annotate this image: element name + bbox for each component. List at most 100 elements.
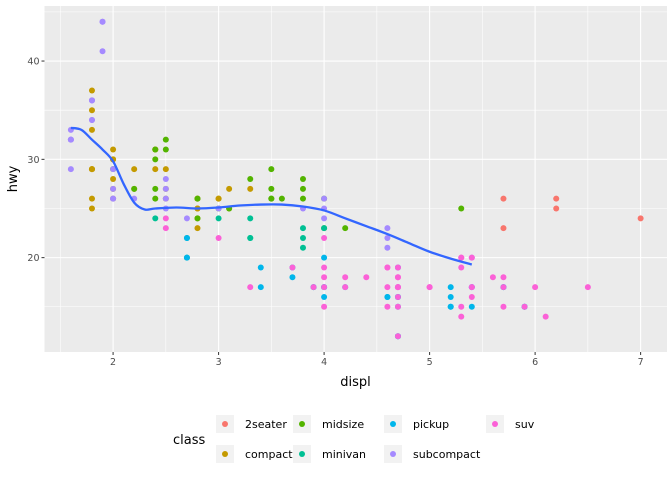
legend-swatch-midsize xyxy=(299,421,305,427)
data-point-subcompact xyxy=(88,97,95,104)
data-point-suv xyxy=(384,264,391,271)
legend-swatch-subcompact xyxy=(390,451,396,457)
data-point-suv xyxy=(394,284,401,291)
data-point-subcompact xyxy=(110,166,117,173)
legend-swatch-compact xyxy=(222,451,228,457)
data-point-2seater xyxy=(553,195,560,202)
data-point-suv xyxy=(162,225,169,232)
data-point-suv xyxy=(394,293,401,300)
data-point-suv xyxy=(384,284,391,291)
data-point-compact xyxy=(88,205,95,212)
data-point-pickup xyxy=(183,254,190,261)
data-point-midsize xyxy=(152,185,159,192)
data-point-suv xyxy=(532,284,539,291)
data-point-suv xyxy=(321,303,328,310)
data-point-subcompact xyxy=(88,117,95,124)
x-axis-ticks: 2 3 4 5 6 7 xyxy=(110,352,644,368)
data-point-suv xyxy=(426,284,433,291)
data-point-subcompact xyxy=(183,215,190,222)
data-point-suv xyxy=(468,293,475,300)
data-point-minivan xyxy=(299,234,306,241)
minor-gridlines xyxy=(44,6,667,352)
data-point-subcompact xyxy=(67,166,74,173)
legend-label-minivan: minivan xyxy=(322,448,366,461)
data-point-compact xyxy=(194,225,201,232)
data-point-compact xyxy=(88,126,95,133)
data-point-subcompact xyxy=(162,185,169,192)
data-point-minivan xyxy=(247,215,254,222)
y-axis-ticks: 20 30 40 xyxy=(27,57,45,264)
x-tick-label: 4 xyxy=(321,357,327,368)
data-point-pickup xyxy=(321,254,328,261)
data-point-midsize xyxy=(278,195,285,202)
y-axis-title: hwy xyxy=(6,165,21,192)
legend-label-midsize: midsize xyxy=(322,418,364,431)
data-point-compact xyxy=(152,166,159,173)
data-point-pickup xyxy=(468,303,475,310)
legend-swatch-pickup xyxy=(390,421,396,427)
data-point-2seater xyxy=(637,215,644,222)
data-point-suv xyxy=(321,234,328,241)
legend-label-compact: compact xyxy=(245,448,293,461)
data-point-suv xyxy=(500,303,507,310)
data-point-compact xyxy=(88,107,95,114)
data-point-suv xyxy=(363,274,370,281)
data-point-compact xyxy=(162,166,169,173)
data-point-minivan xyxy=(299,244,306,251)
data-point-subcompact xyxy=(321,195,328,202)
data-point-suv xyxy=(468,284,475,291)
legend-swatch-suv xyxy=(492,421,498,427)
data-point-pickup xyxy=(257,264,264,271)
data-point-suv xyxy=(215,234,222,241)
data-point-pickup xyxy=(447,293,454,300)
data-point-suv xyxy=(310,284,317,291)
data-point-subcompact xyxy=(384,244,391,251)
data-point-compact xyxy=(88,195,95,202)
x-axis-title: displ xyxy=(340,375,371,390)
data-point-suv xyxy=(458,313,465,320)
data-point-suv xyxy=(500,274,507,281)
data-point-compact xyxy=(131,166,138,173)
data-point-suv xyxy=(542,313,549,320)
data-point-suv xyxy=(521,303,528,310)
x-tick-label: 3 xyxy=(216,357,222,368)
x-tick-label: 2 xyxy=(110,357,116,368)
plot-panel xyxy=(44,6,667,352)
data-point-pickup xyxy=(183,234,190,241)
data-point-midsize xyxy=(268,195,275,202)
data-point-suv xyxy=(468,254,475,261)
data-point-suv xyxy=(289,264,296,271)
y-tick-label: 40 xyxy=(27,57,39,68)
data-point-midsize xyxy=(162,136,169,143)
data-point-suv xyxy=(321,274,328,281)
data-point-midsize xyxy=(458,205,465,212)
data-point-subcompact xyxy=(110,195,117,202)
legend-swatch-minivan xyxy=(299,451,305,457)
data-point-2seater xyxy=(500,195,507,202)
data-point-compact xyxy=(110,176,117,182)
data-point-subcompact xyxy=(67,136,74,143)
data-point-suv xyxy=(162,215,169,222)
data-point-midsize xyxy=(299,195,306,202)
data-point-subcompact xyxy=(384,225,391,232)
data-point-midsize xyxy=(268,166,275,173)
data-point-midsize xyxy=(342,225,349,232)
data-point-2seater xyxy=(500,225,507,232)
data-point-midsize xyxy=(268,185,275,192)
legend-swatch-2seater xyxy=(222,421,228,427)
data-point-compact xyxy=(215,195,222,202)
legend-label-pickup: pickup xyxy=(413,418,449,431)
legend-label-2seater: 2seater xyxy=(245,418,287,431)
data-point-subcompact xyxy=(162,176,169,182)
data-point-midsize xyxy=(299,176,306,182)
data-point-suv xyxy=(342,284,349,291)
data-point-compact xyxy=(247,185,254,192)
data-point-midsize xyxy=(131,185,138,192)
x-tick-label: 7 xyxy=(638,357,644,368)
data-point-midsize xyxy=(194,215,201,222)
data-point-suv xyxy=(458,303,465,310)
data-point-pickup xyxy=(257,284,264,291)
data-point-midsize xyxy=(299,185,306,192)
smooth-line xyxy=(70,126,473,266)
